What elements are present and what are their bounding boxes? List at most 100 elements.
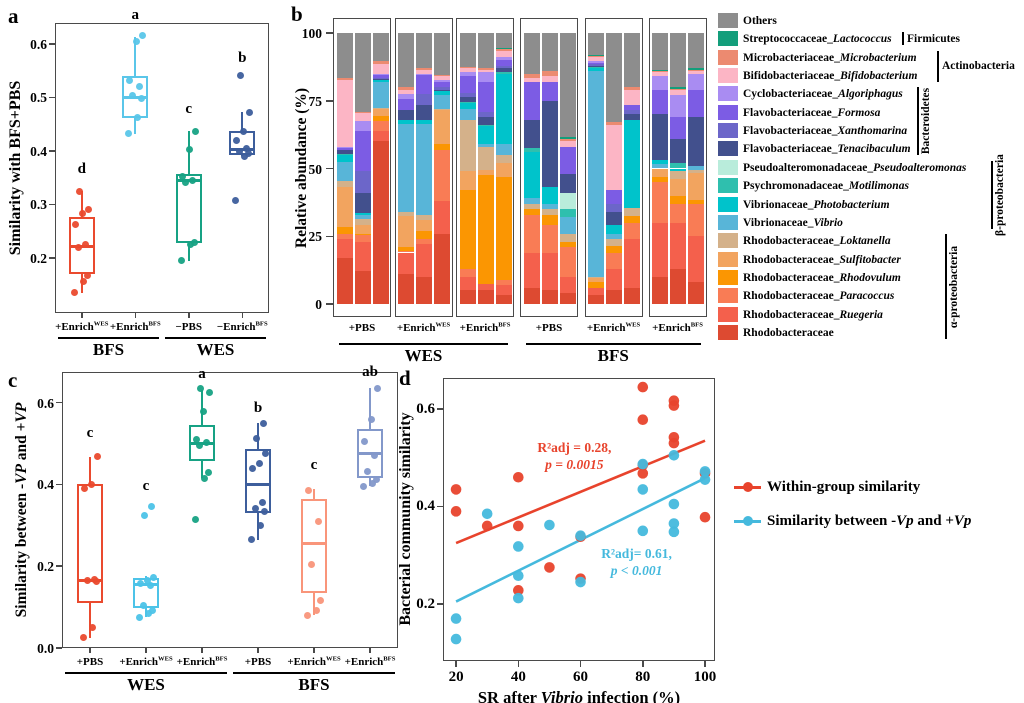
bar-segment-rhodovulum	[670, 195, 686, 204]
group-underline	[58, 337, 159, 339]
bar-segment-rhodovulum	[588, 282, 604, 288]
bar-segment-microbacterium	[495, 49, 512, 51]
data-point	[544, 519, 555, 531]
bar-segment-sulfitobacter	[670, 179, 686, 196]
legend-label: Streptococcaceae_Lactococcus	[743, 33, 892, 46]
bar-segment-microbacterium	[372, 61, 389, 65]
bar-segment-paracoccus	[459, 268, 476, 277]
bar-segment-sulfitobacter	[495, 163, 512, 177]
x-tick-label: 20	[448, 669, 464, 685]
trend-line	[455, 439, 706, 545]
y-axis-title: Similarity with BFS+PBS	[7, 80, 24, 256]
data-point	[450, 633, 462, 645]
group-label: BFS	[92, 340, 125, 359]
bar-segment-others	[477, 33, 494, 69]
bar-segment-microbacterium	[523, 73, 540, 78]
bar-segment-ruegeria	[688, 236, 704, 283]
bar-segment-ruegeria	[354, 241, 371, 272]
box-rect	[77, 484, 103, 603]
bar-segment-xanthomarina	[624, 110, 640, 115]
bar-segment-vibrio	[372, 81, 389, 108]
data-point	[75, 243, 83, 251]
x-tick-mark	[134, 313, 136, 318]
data-point	[513, 541, 524, 552]
bar-segment-ruegeria	[606, 268, 622, 291]
y-tick-mark	[437, 505, 443, 508]
bar-segment-loktanella	[523, 203, 540, 210]
group-underline	[526, 343, 701, 345]
bar-segment-tenacibaculum	[688, 117, 704, 166]
data-point	[637, 414, 649, 426]
significance-letter: a	[198, 366, 206, 383]
y-tick-label: 0.6	[416, 401, 435, 417]
bar-segment-paracoccus	[541, 225, 558, 253]
y-tick-label: 75	[308, 93, 323, 109]
significance-letter: d	[77, 160, 86, 177]
legend-swatch	[718, 49, 738, 65]
bar-segment-formosa	[588, 62, 604, 65]
bar-segment-xanthomarina	[372, 77, 389, 80]
bar-segment-microbacterium	[354, 111, 371, 113]
significance-letter: b	[238, 49, 247, 66]
y-tick-mark	[49, 96, 55, 99]
data-point	[513, 585, 524, 596]
regression-annotation: R²adj= 0.61, p < 0.001	[601, 545, 672, 578]
data-point	[137, 94, 145, 102]
bar-segment-loktanella	[688, 169, 704, 173]
data-point	[204, 468, 212, 476]
bar-segment-others	[495, 33, 512, 48]
bar-segment-photobacterium	[416, 119, 432, 124]
legend-label: Flavobacteriaceae_Tenacibaculum	[743, 143, 911, 156]
y-tick-mark	[49, 203, 55, 206]
data-point	[138, 32, 146, 40]
facet-label: +PBS	[348, 322, 376, 334]
y-tick-label: 0.4	[416, 498, 435, 515]
bar-segment-tenacibaculum	[459, 96, 476, 103]
y-tick-mark	[49, 150, 55, 152]
bar-segment-others	[652, 33, 668, 70]
bar-segment-formosa	[559, 146, 576, 174]
bar-segment-photobacterium	[670, 168, 686, 172]
bar-segment-loktanella	[624, 207, 640, 216]
data-point	[247, 536, 255, 544]
data-point	[189, 176, 197, 184]
bar-segment-microbacterium	[459, 66, 476, 69]
bar-segment-paracoccus	[372, 121, 389, 131]
bar-segment-photobacterium	[372, 80, 389, 82]
bar-segment-sulfitobacter	[652, 168, 668, 177]
bar-segment-others	[416, 33, 432, 69]
bar-segment-bifidobacterium	[372, 64, 389, 74]
bar-segment-paracoccus	[434, 149, 450, 201]
data-point	[192, 435, 200, 443]
data-point	[513, 471, 524, 483]
bar-segment-sulfitobacter	[477, 169, 494, 176]
y-tick-label: 0.2	[37, 559, 54, 575]
y-tick-label: 0.2	[416, 595, 435, 612]
bar-segment-ruegeria	[372, 130, 389, 142]
bar-segment-loktanella	[336, 180, 353, 188]
x-axis-title: SR after Vibrio infection (%)	[477, 688, 681, 703]
data-point	[699, 474, 711, 485]
phylum-label: β-proteobacteria	[994, 153, 1006, 236]
bar-segment-tenacibaculum	[541, 100, 558, 188]
x-tick-mark	[517, 661, 520, 667]
panel-a-label: a	[8, 4, 19, 28]
data-point	[513, 520, 524, 532]
bar-segment-vibrio	[541, 203, 558, 210]
plot-frame	[443, 378, 715, 661]
bar-segment-ruegeria	[416, 244, 432, 277]
bar-segment-paracoccus	[670, 203, 686, 223]
bar-segment-tenacibaculum	[670, 138, 686, 164]
data-point	[202, 439, 210, 447]
data-point	[124, 130, 132, 138]
bar-segment-rhodobacteraceae	[670, 268, 686, 304]
bar-segment-loktanella	[588, 276, 604, 279]
data-point	[303, 611, 311, 619]
bar-segment-ruegeria	[624, 238, 640, 288]
bar-segment-others	[541, 33, 558, 71]
significance-letter: c	[185, 100, 193, 117]
legend-swatch	[718, 141, 738, 157]
y-tick-mark	[326, 100, 333, 102]
bar-segment-photobacterium	[606, 225, 622, 234]
bar-segment-formosa	[670, 117, 686, 139]
